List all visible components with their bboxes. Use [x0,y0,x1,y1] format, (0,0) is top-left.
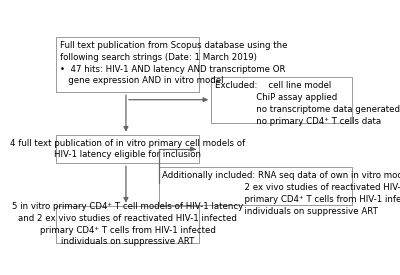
FancyBboxPatch shape [56,135,199,163]
FancyBboxPatch shape [56,37,199,92]
Text: Full text publication from Scopus database using the
following search strings (D: Full text publication from Scopus databa… [60,41,288,86]
Text: Additionally included: RNA seq data of own in vitro model
                      : Additionally included: RNA seq data of o… [162,171,400,216]
FancyBboxPatch shape [211,78,352,123]
FancyBboxPatch shape [158,167,352,205]
Text: Excluded:    cell line model
               ChiP assay applied
               no: Excluded: cell line model ChiP assay app… [215,81,400,126]
Text: 4 full text publication of in vitro primary cell models of
HIV-1 latency eligibl: 4 full text publication of in vitro prim… [10,139,245,159]
Text: 5 in vitro primary CD4⁺ T cell models of HIV-1 latency
and 2 ex vivo studies of : 5 in vitro primary CD4⁺ T cell models of… [12,202,243,246]
FancyBboxPatch shape [56,206,199,243]
